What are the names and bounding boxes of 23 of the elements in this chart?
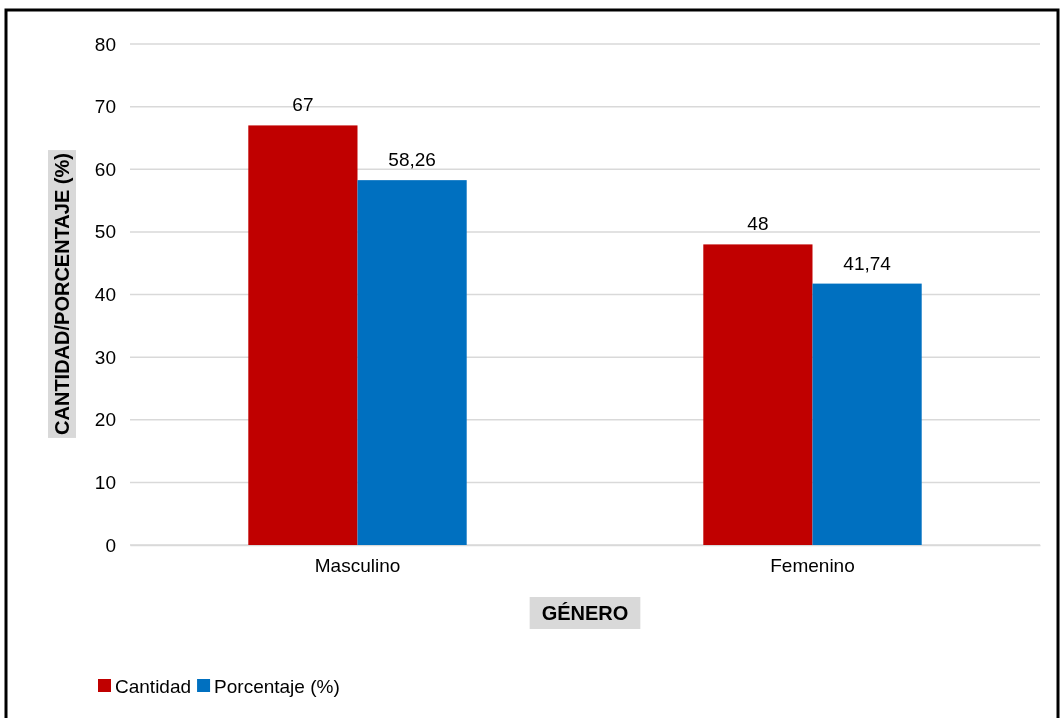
y-tick-label: 60 — [94, 158, 116, 180]
legend-label: Porcentaje (%) — [214, 675, 340, 697]
y-tick-label: 10 — [94, 471, 116, 493]
x-tick-label: Femenino — [770, 555, 855, 577]
y-tick-label: 80 — [94, 33, 116, 55]
y-tick-label: 20 — [94, 409, 116, 431]
bar — [812, 283, 922, 545]
legend-label: Cantidad — [115, 675, 192, 697]
y-tick-label: 70 — [94, 96, 116, 118]
y-tick-label: 40 — [94, 284, 116, 306]
y-tick-label: 0 — [105, 534, 116, 556]
data-label: 67 — [292, 94, 314, 116]
bar — [703, 244, 813, 545]
data-label: 48 — [747, 213, 769, 235]
data-label: 41,74 — [843, 252, 892, 274]
data-label: 58,26 — [388, 149, 436, 171]
x-axis-title: GÉNERO — [541, 602, 629, 624]
y-tick-label: 30 — [94, 346, 116, 368]
y-axis-title: CANTIDAD/PORCENTAJE (%) — [51, 153, 73, 435]
bar — [248, 125, 358, 545]
x-tick-label: Masculino — [314, 555, 401, 577]
y-tick-label: 50 — [94, 221, 116, 243]
bar — [357, 180, 467, 545]
